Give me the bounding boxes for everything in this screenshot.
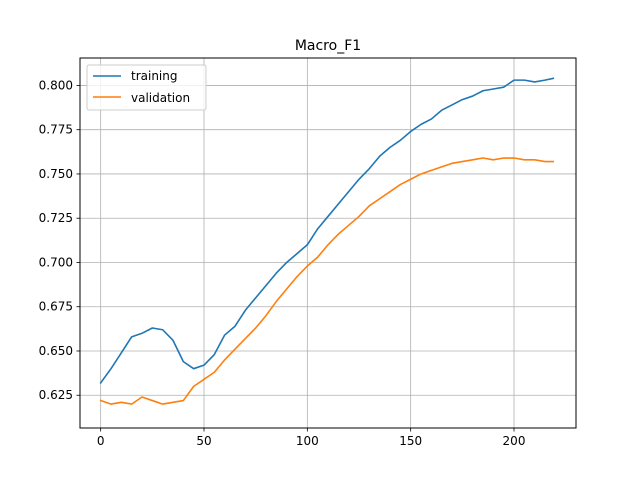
y-tick-label: 0.750 bbox=[39, 167, 73, 181]
y-tick-label: 0.700 bbox=[39, 255, 73, 269]
series-lines bbox=[99, 77, 555, 405]
x-tick-label: 150 bbox=[399, 434, 422, 448]
legend: training validation bbox=[86, 64, 207, 111]
x-tick-label: 0 bbox=[97, 434, 105, 448]
legend-label-training: training bbox=[131, 69, 178, 83]
y-tick-label: 0.725 bbox=[39, 211, 73, 225]
y-tick-label: 0.775 bbox=[39, 123, 73, 137]
y-tick-label: 0.675 bbox=[39, 300, 73, 314]
chart-title: Macro_F1 bbox=[295, 38, 361, 54]
y-tick-label: 0.650 bbox=[39, 344, 73, 358]
axis-ticks: 0 50 100 150 200 0.625 0.650 0.675 0.700 0.725 0.7… bbox=[39, 78, 526, 448]
x-tick-label: 100 bbox=[296, 434, 319, 448]
x-tick-label: 200 bbox=[503, 434, 526, 448]
y-tick-label: 0.800 bbox=[39, 78, 73, 92]
grid bbox=[80, 58, 576, 428]
series-line-training bbox=[99, 77, 555, 384]
y-tick-label: 0.625 bbox=[39, 388, 73, 402]
x-tick-label: 50 bbox=[196, 434, 211, 448]
legend-label-validation: validation bbox=[131, 91, 190, 105]
series-line-validation bbox=[99, 157, 555, 405]
plot-frame bbox=[79, 57, 577, 429]
